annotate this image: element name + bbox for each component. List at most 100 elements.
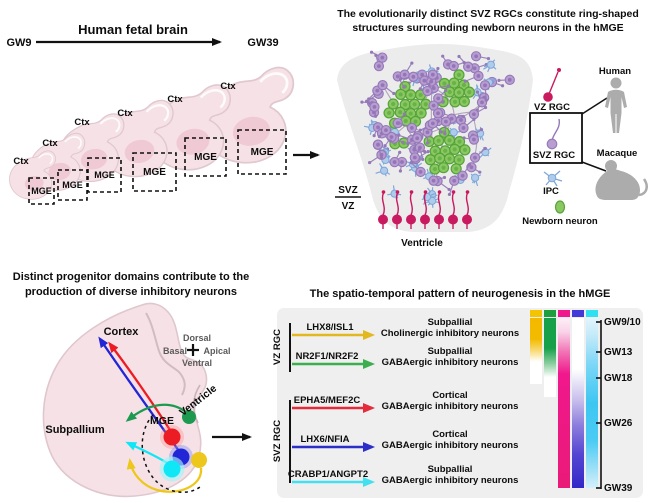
target-line1: Cortical: [432, 429, 467, 440]
brain-sections: [8, 66, 295, 200]
svg-text:Ctx: Ctx: [117, 108, 133, 119]
gw39-label: GW39: [247, 37, 278, 49]
panel-title-svz-line2: structures surrounding newborn neurons i…: [352, 22, 623, 34]
svg-text:VZ: VZ: [342, 201, 355, 212]
svg-text:Ctx: Ctx: [220, 81, 236, 92]
svg-text:Apical: Apical: [203, 346, 230, 356]
bar-lhx6: [572, 318, 584, 488]
gestational-week-axis: GW9/10 GW13 GW18 GW26 GW39: [596, 317, 641, 494]
newborn-neuron-icon: [554, 200, 566, 214]
gw-tick-label: GW18: [604, 373, 633, 384]
gw-tick-label: GW39: [604, 483, 633, 494]
svg-text:Ctx: Ctx: [13, 156, 29, 167]
panel-title-svz-line1: The evolutionarily distinct SVZ RGCs con…: [337, 8, 639, 20]
dashed-domain-boundary: [141, 414, 201, 493]
svg-text:MGE: MGE: [194, 152, 217, 163]
target-line2: Cholinergic inhibitory neurons: [381, 328, 519, 339]
legend-ipc-label: IPC: [543, 186, 559, 197]
legend-human-label: Human: [599, 66, 631, 77]
orientation-compass: Dorsal Basal Apical Ventral: [163, 333, 231, 368]
coronal-brain-section: [42, 302, 208, 498]
panel-title-neurogenesis: The spatio-temporal pattern of neurogene…: [310, 288, 611, 300]
legend-newborn-label: Newborn neuron: [522, 216, 598, 227]
target-line2: GABAergic inhibitory neurons: [382, 475, 519, 486]
gene-label: CRABP1/ANGPT2: [288, 469, 368, 480]
legend-macaque-label: Macaque: [597, 148, 638, 159]
svg-text:Basal: Basal: [163, 346, 187, 356]
target-line1: Subpallial: [428, 346, 473, 357]
macaque-silhouette-icon: [595, 160, 648, 200]
svg-text:Ctx: Ctx: [42, 138, 58, 149]
mge-labels: MGE MGE MGE MGE MGE MGE: [31, 147, 273, 196]
panel-title-fetal-brain: Human fetal brain: [78, 22, 188, 37]
callout-line-human: [581, 97, 608, 115]
green-migration-arrow: [125, 403, 187, 422]
expression-color-chips: [530, 310, 598, 317]
progenitor-domain-dots: [159, 410, 207, 482]
yellow-migration-arrow: [126, 458, 203, 493]
legend-svz-rgc-label: SVZ RGC: [533, 150, 575, 161]
svg-text:Dorsal: Dorsal: [183, 333, 211, 343]
svg-text:Ventral: Ventral: [182, 358, 212, 368]
vz-rgc-icon: [543, 68, 561, 102]
expression-gradient-bars: [530, 318, 598, 488]
panel-title-domains-line2: production of diverse inhibitory neurons: [25, 286, 237, 298]
vz-rgc-group-label: VZ RGC: [272, 329, 283, 365]
target-line1: Cortical: [432, 390, 467, 401]
gene-label: LHX6/NFIA: [300, 434, 349, 445]
ventricle-label: Ventricle: [401, 238, 443, 249]
human-silhouette-icon: [605, 77, 627, 133]
subpallium-label: Subpallium: [45, 424, 105, 436]
target-line2: GABAergic inhibitory neurons: [382, 401, 519, 412]
gw-tick-label: GW26: [604, 418, 633, 429]
callout-line-macaque: [581, 161, 607, 172]
cortex-label: Cortex: [104, 326, 140, 338]
cyan-domain-dot: [163, 460, 181, 478]
ctx-labels: Ctx Ctx Ctx Ctx Ctx Ctx: [13, 81, 236, 167]
mge-dashed-boxes: [28, 129, 287, 205]
svz-rgc-group-label: SVZ RGC: [272, 420, 283, 462]
legend-vz-rgc-label: VZ RGC: [534, 102, 570, 113]
panel-fetal-brain-timeline: GW9 Human fetal brain GW39 Ctx Ctx Ctx C…: [6, 22, 320, 205]
gw-tick-label: GW9/10: [604, 317, 641, 328]
gene-label: NR2F1/NR2F2: [296, 351, 359, 362]
gene-rows: LHX8/ISL1 Subpallial Cholinergic inhibit…: [288, 317, 519, 487]
panel-title-domains-line1: Distinct progenitor domains contribute t…: [13, 271, 250, 283]
svg-text:MGE: MGE: [251, 147, 274, 158]
gene-label: EPHA5/MEF2C: [294, 395, 361, 406]
svz-rgc-highlight-box: [529, 112, 583, 164]
gw9-label: GW9: [6, 37, 31, 49]
panel-svz-ring-structures: The evolutionarily distinct SVZ RGCs con…: [335, 8, 648, 249]
target-line2: GABAergic inhibitory neurons: [382, 357, 519, 368]
panel-progenitor-domains: Distinct progenitor domains contribute t…: [13, 271, 252, 498]
bar-nr2f1: [544, 318, 556, 397]
ipc-icon: [543, 170, 563, 187]
svg-text:SVZ: SVZ: [338, 185, 357, 196]
svg-text:Ctx: Ctx: [74, 117, 90, 128]
mge-label: MGE: [150, 415, 174, 427]
panel-neurogenesis-pattern: The spatio-temporal pattern of neurogene…: [272, 288, 643, 498]
bar-epha5: [558, 318, 570, 488]
gene-label: LHX8/ISL1: [307, 322, 355, 333]
red-domain-dot: [163, 428, 181, 446]
svz-vz-divider-label: SVZ VZ: [335, 185, 361, 212]
gw-tick-label: GW13: [604, 347, 633, 358]
svg-text:MGE: MGE: [31, 186, 52, 196]
svg-text:MGE: MGE: [62, 180, 83, 190]
cortical-fold-line: [145, 312, 186, 396]
target-line2: GABAergic inhibitory neurons: [382, 440, 519, 451]
green-domain-dot: [182, 410, 196, 424]
bar-crabp1: [586, 318, 598, 488]
svz-rgc-icon: [546, 118, 561, 150]
yellow-domain-dot: [191, 452, 207, 468]
target-line1: Subpallial: [428, 464, 473, 475]
legend: VZ RGC SVZ RGC IPC Newborn neuron Hum: [522, 66, 648, 227]
target-line1: Subpallial: [428, 317, 473, 328]
svg-text:MGE: MGE: [94, 170, 115, 180]
red-migration-arrow: [108, 341, 171, 431]
svg-text:Ctx: Ctx: [167, 94, 183, 105]
bar-lhx8: [530, 318, 542, 384]
svg-text:MGE: MGE: [143, 167, 166, 178]
ventricle-groove: [192, 384, 201, 424]
